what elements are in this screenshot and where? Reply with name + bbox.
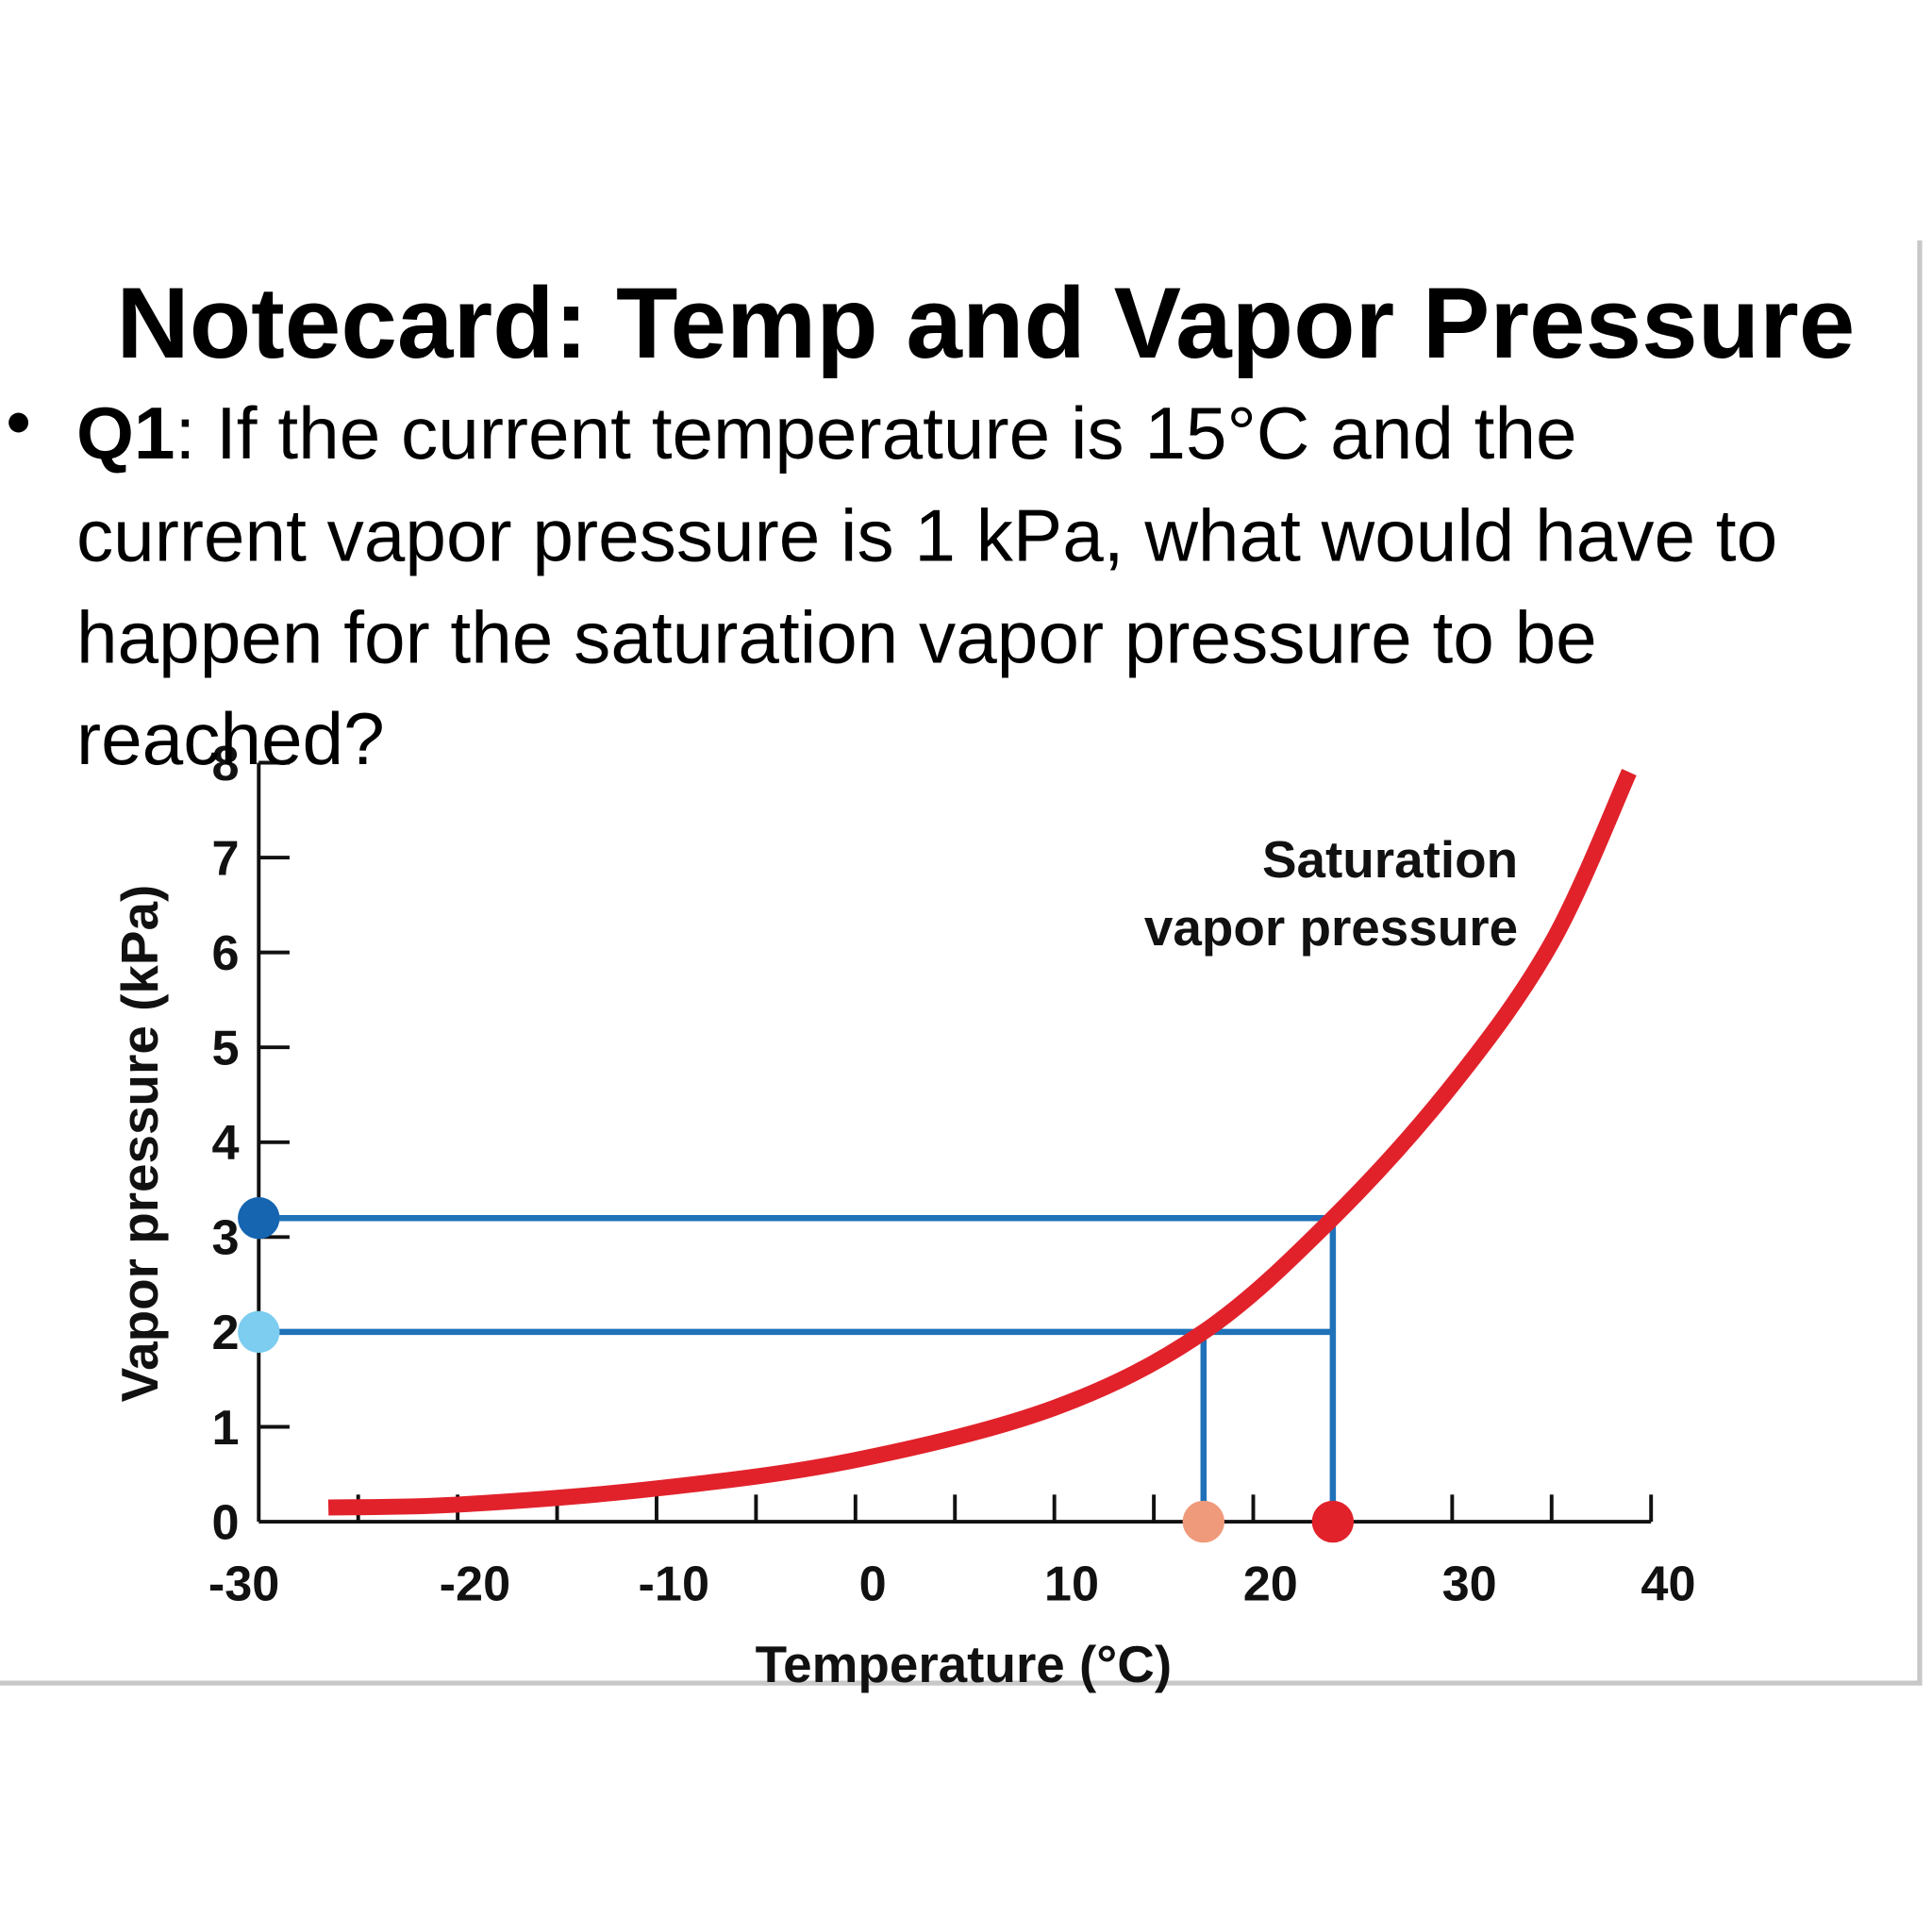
x-tick-label: 20 <box>1243 1557 1298 1612</box>
annotation: vapor pressure <box>1144 898 1518 957</box>
y-tick-label: 6 <box>211 926 239 981</box>
y-tick-label: 7 <box>211 831 239 886</box>
x-tick-label: -30 <box>208 1557 280 1612</box>
x-tick-label: 30 <box>1442 1557 1497 1612</box>
question-line: reached? <box>76 697 385 780</box>
bullet <box>8 412 29 433</box>
y-axis-label: Vapor pressure (kPa) <box>110 885 169 1403</box>
point <box>1311 1500 1355 1543</box>
y-tick-label: 5 <box>211 1021 239 1075</box>
y-tick-label: 8 <box>211 737 239 791</box>
point <box>238 1310 280 1354</box>
x-axis-label: Temperature (°C) <box>756 1635 1172 1693</box>
y-tick-label: 1 <box>211 1401 239 1456</box>
question-label: Q1 <box>76 391 175 475</box>
chart: 0 1 2 3 4 5 6 7 8 -30 -20 -10 0 10 20 30 40 Temperature (… <box>110 737 1695 1693</box>
y-tick-label: 0 <box>211 1495 239 1550</box>
point <box>238 1197 280 1240</box>
point <box>1182 1500 1225 1543</box>
x-tick-label: -20 <box>440 1557 511 1612</box>
x-tick-label: -10 <box>639 1557 710 1612</box>
saturation-curve <box>327 769 1637 1516</box>
y-tick-label: 2 <box>211 1306 239 1360</box>
x-tick-label: 0 <box>859 1557 887 1612</box>
x-tick-label: 40 <box>1641 1557 1695 1612</box>
annotation: Saturation <box>1262 830 1518 889</box>
question-line: Q1: If the current temperature is 15°C a… <box>76 391 1577 475</box>
y-tick-label: 4 <box>211 1116 239 1171</box>
question-line: happen for the saturation vapor pressure… <box>76 596 1597 679</box>
question-line: current vapor pressure is 1 kPa, what wo… <box>76 493 1777 576</box>
question-text: : If the current temperature is 15°C and… <box>175 391 1577 475</box>
y-tick-label: 3 <box>211 1211 239 1266</box>
x-tick-label: 10 <box>1044 1557 1099 1612</box>
slide-title: Notecard: Temp and Vapor Pressure <box>116 266 1855 379</box>
